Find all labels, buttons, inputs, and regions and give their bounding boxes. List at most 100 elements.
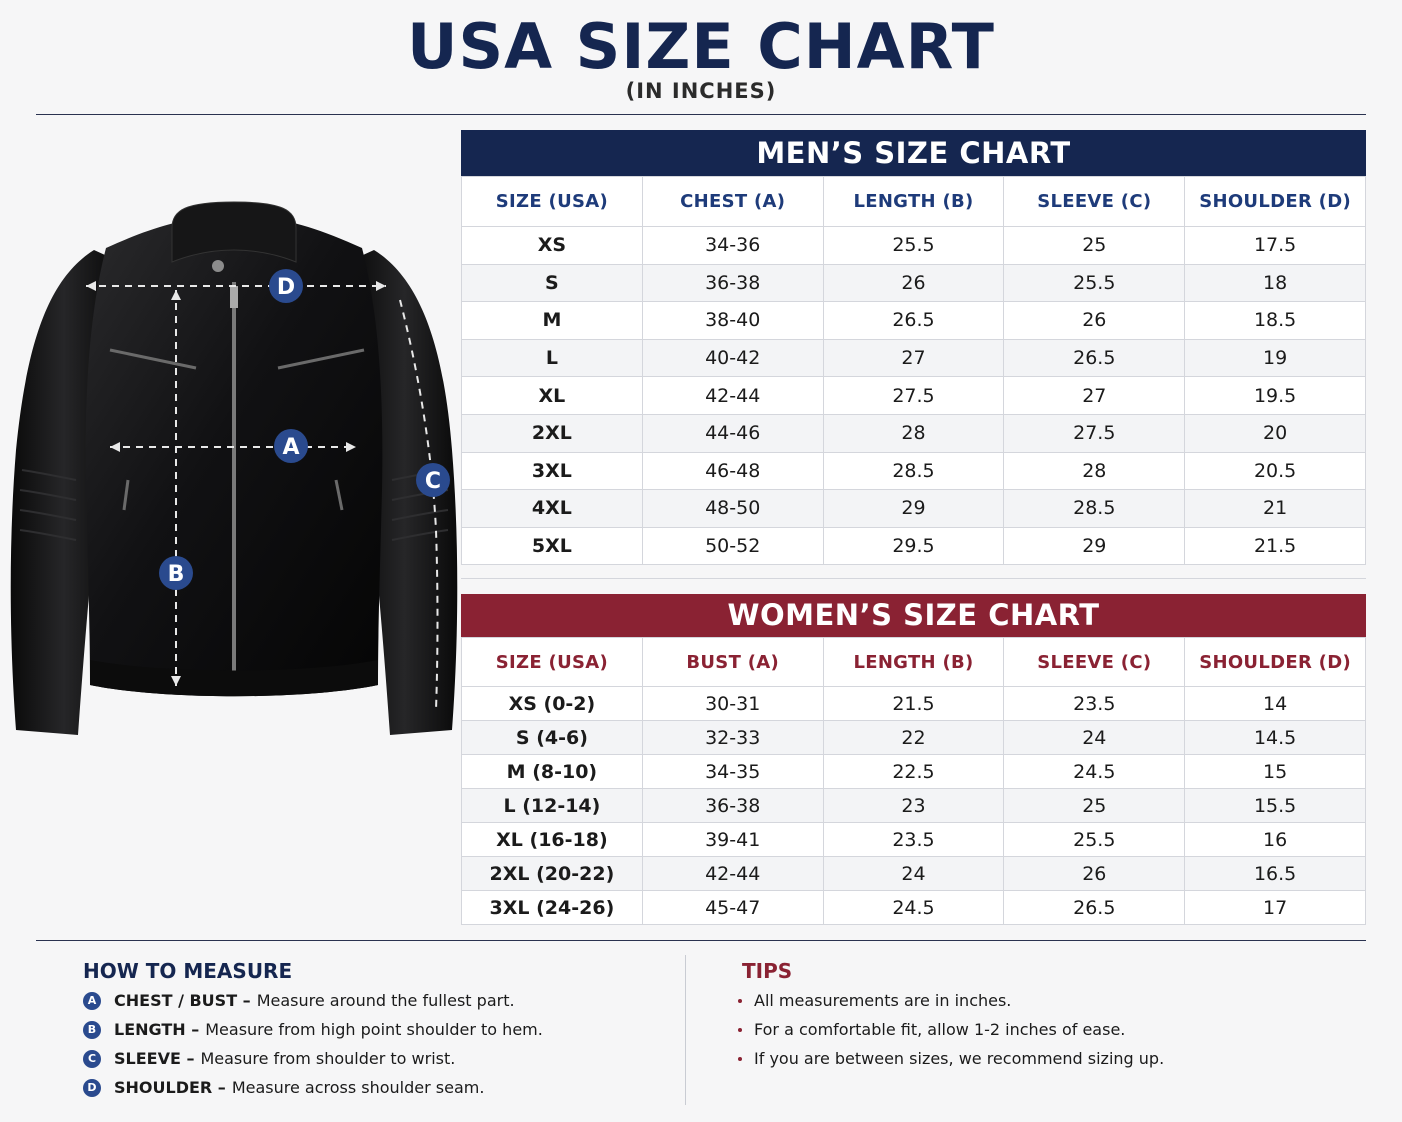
mens-col-header: LENGTH (B) (822, 176, 1005, 227)
womens-value-cell: 25 (1003, 788, 1186, 823)
tips-section: TIPS All measurements are in inches. For… (738, 956, 1342, 1073)
womens-value-cell: 14 (1184, 686, 1366, 721)
mens-value-cell: 18.5 (1184, 301, 1366, 340)
womens-table-body: XS (0-2) 30-31 21.5 23.5 14 S (4-6) 32-33 22 24 1… (461, 686, 1366, 925)
mens-col-header: CHEST (A) (641, 176, 824, 227)
womens-value-cell: 16 (1184, 822, 1366, 857)
mens-size-cell: XS (461, 226, 643, 265)
marker-a-label: A (282, 435, 299, 460)
womens-table-row: L (12-14) 36-38 23 25 15.5 (461, 788, 1366, 823)
badge-b-icon: B (83, 1020, 101, 1039)
womens-size-cell: S (4-6) (461, 720, 643, 755)
mens-value-cell: 17.5 (1184, 226, 1366, 265)
womens-value-cell: 24 (1003, 720, 1186, 755)
womens-value-cell: 15 (1184, 754, 1366, 789)
womens-value-cell: 39-41 (641, 822, 824, 857)
mens-table-row: XS 34-36 25.5 25 17.5 (461, 226, 1366, 265)
mens-table-row: 4XL 48-50 29 28.5 21 (461, 489, 1366, 528)
mens-value-cell: 36-38 (641, 263, 824, 303)
womens-size-table: SIZE (USA) BUST (A) LENGTH (B) SLEEVE (C… (461, 637, 1366, 925)
womens-value-cell: 30-31 (641, 686, 824, 721)
marker-d-label: D (277, 275, 295, 300)
womens-col-header: SLEEVE (C) (1003, 637, 1186, 687)
mens-value-cell: 21.5 (1184, 526, 1366, 566)
measure-item: B LENGTH – Measure from high point shoul… (83, 1015, 663, 1044)
tip-text: If you are between sizes, we recommend s… (754, 1049, 1165, 1068)
womens-table-row: S (4-6) 32-33 22 24 14.5 (461, 720, 1366, 755)
mens-value-cell: 34-36 (641, 226, 824, 265)
womens-value-cell: 21.5 (822, 686, 1005, 721)
womens-value-cell: 25.5 (1003, 822, 1186, 857)
marker-b: B (159, 556, 193, 590)
tip-text: All measurements are in inches. (754, 991, 1012, 1010)
mens-value-cell: 25 (1003, 226, 1186, 265)
womens-col-header: LENGTH (B) (822, 637, 1005, 687)
mens-chart-heading: MEN’S SIZE CHART (461, 130, 1366, 176)
top-divider (36, 114, 1366, 115)
mens-table-row: XL 42-44 27.5 27 19.5 (461, 376, 1366, 415)
mens-value-cell: 29 (1003, 526, 1186, 566)
measure-desc: Measure from high point shoulder to hem. (205, 1020, 543, 1039)
womens-table-row: XS (0-2) 30-31 21.5 23.5 14 (461, 686, 1366, 721)
mens-value-cell: 19.5 (1184, 376, 1366, 415)
mens-value-cell: 40-42 (641, 338, 824, 378)
mens-value-cell: 25.5 (1003, 263, 1186, 303)
measure-term: SLEEVE – (114, 1049, 195, 1068)
womens-value-cell: 26 (1003, 856, 1186, 891)
bottom-divider (36, 940, 1366, 941)
womens-value-cell: 42-44 (641, 856, 824, 891)
womens-size-cell: M (8-10) (461, 754, 643, 789)
womens-value-cell: 23.5 (822, 822, 1005, 857)
jacket-collar (171, 201, 297, 263)
measure-item: A CHEST / BUST – Measure around the full… (83, 986, 663, 1015)
mens-table-row: L 40-42 27 26.5 19 (461, 338, 1366, 378)
mens-value-cell: 26.5 (1003, 338, 1186, 378)
mens-value-cell: 26 (1003, 301, 1186, 340)
womens-table-row: M (8-10) 34-35 22.5 24.5 15 (461, 754, 1366, 789)
marker-c: C (416, 463, 450, 497)
mens-value-cell: 46-48 (641, 451, 824, 491)
mens-size-cell: M (461, 301, 643, 340)
womens-header-row: SIZE (USA) BUST (A) LENGTH (B) SLEEVE (C… (461, 637, 1366, 687)
womens-size-cell: 3XL (24-26) (461, 890, 643, 925)
mens-value-cell: 44-46 (641, 413, 824, 453)
mens-value-cell: 28.5 (1003, 489, 1186, 528)
measure-desc: Measure across shoulder seam. (231, 1078, 485, 1097)
marker-c-label: C (425, 469, 441, 494)
womens-value-cell: 15.5 (1184, 788, 1366, 823)
womens-value-cell: 14.5 (1184, 720, 1366, 755)
womens-value-cell: 26.5 (1003, 890, 1186, 925)
mens-value-cell: 28 (1003, 451, 1186, 491)
womens-value-cell: 16.5 (1184, 856, 1366, 891)
bullet-icon (738, 1056, 742, 1061)
womens-col-header: BUST (A) (641, 637, 824, 687)
mens-table-row: S 36-38 26 25.5 18 (461, 263, 1366, 303)
bullet-icon (738, 1027, 742, 1032)
marker-d: D (269, 269, 303, 303)
mens-value-cell: 26 (822, 263, 1005, 303)
mens-value-cell: 29.5 (822, 526, 1005, 566)
badge-d-icon: D (83, 1078, 101, 1097)
measure-item: D SHOULDER – Measure across shoulder sea… (83, 1073, 663, 1102)
womens-value-cell: 45-47 (641, 890, 824, 925)
womens-col-header: SHOULDER (D) (1184, 637, 1366, 687)
womens-table-row: XL (16-18) 39-41 23.5 25.5 16 (461, 822, 1366, 857)
mens-size-cell: S (461, 263, 643, 303)
mens-value-cell: 27 (822, 338, 1005, 378)
mens-col-header: SHOULDER (D) (1184, 176, 1366, 227)
mens-size-cell: 3XL (461, 451, 643, 491)
mens-value-cell: 28.5 (822, 451, 1005, 491)
mens-table-row: 3XL 46-48 28.5 28 20.5 (461, 451, 1366, 491)
womens-size-cell: 2XL (20-22) (461, 856, 643, 891)
mens-value-cell: 26.5 (822, 301, 1005, 340)
page-title: USA SIZE CHART (407, 10, 995, 83)
mens-size-cell: 2XL (461, 413, 643, 453)
marker-b-label: B (168, 562, 185, 587)
mens-header-row: SIZE (USA) CHEST (A) LENGTH (B) SLEEVE (… (461, 176, 1366, 227)
womens-value-cell: 24.5 (1003, 754, 1186, 789)
measure-term: SHOULDER – (114, 1078, 226, 1097)
womens-value-cell: 23 (822, 788, 1005, 823)
womens-value-cell: 36-38 (641, 788, 824, 823)
mens-size-cell: 5XL (461, 526, 643, 566)
mens-value-cell: 28 (822, 413, 1005, 453)
